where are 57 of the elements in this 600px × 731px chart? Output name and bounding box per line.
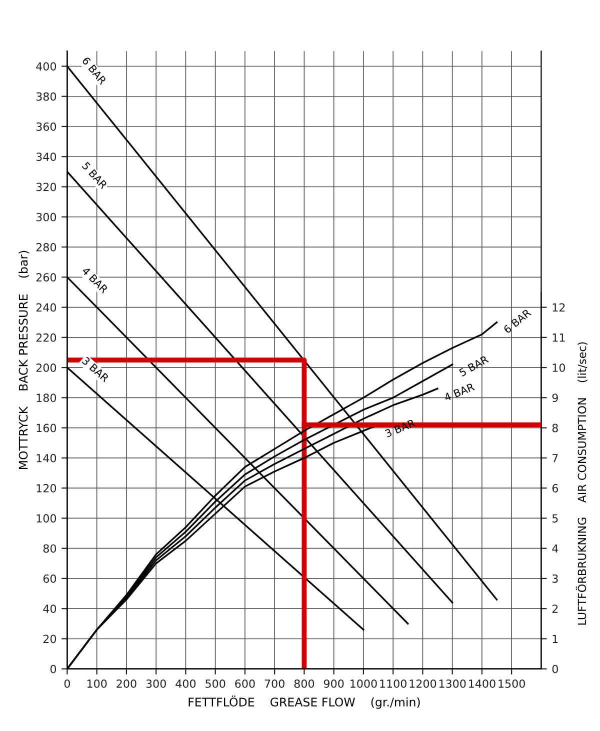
x-tick-label: 200	[116, 679, 136, 688]
x-tick-label: 1100	[380, 679, 406, 688]
y2-tick-label: 1	[552, 634, 558, 643]
x-tick-label: 1500	[498, 679, 525, 688]
y-tick-label: 300	[36, 212, 56, 222]
x-tick-label: 300	[146, 679, 166, 688]
y2-tick-label: 2	[552, 604, 558, 613]
y-tick-label: 260	[36, 273, 56, 282]
x-tick-label: 1000	[350, 679, 377, 688]
x-tick-label: 500	[206, 679, 226, 688]
y-tick-label: 380	[36, 92, 56, 101]
y2-tick-label: 3	[552, 574, 558, 583]
y-tick-label: 20	[43, 634, 56, 644]
y-tick-label: 80	[43, 544, 56, 553]
y2-tick-label: 5	[552, 514, 558, 523]
y-tick-label: 280	[36, 243, 56, 252]
x-tick-label: 400	[176, 679, 196, 688]
y-tick-label: 400	[36, 62, 56, 71]
x-tick-label: 700	[264, 679, 284, 688]
y-tick-label: 140	[36, 454, 56, 462]
y2-tick-label: 6	[552, 484, 558, 492]
y-tick-label: 0	[50, 664, 56, 674]
y-tick-label: 180	[36, 394, 56, 402]
x-tick-label: 900	[324, 679, 344, 688]
y2-tick-label: 4	[552, 544, 558, 553]
y-tick-label: 100	[36, 514, 56, 523]
y2-tick-label: 12	[552, 303, 565, 312]
x-axis-title: FETTFLÖDE GREASE FLOW (gr./min)	[188, 696, 420, 709]
x-tick-label: 100	[87, 679, 107, 688]
y-tick-label: 40	[43, 604, 56, 613]
y-tick-label: 220	[36, 333, 56, 342]
y-axis-title: MOTTRYCK BACK PRESSURE (bar)	[18, 250, 30, 469]
y-tick-label: 360	[36, 122, 56, 131]
x-tick-label: 600	[235, 679, 255, 688]
y2-tick-label: 9	[552, 394, 558, 402]
text: 3 BAR	[384, 418, 416, 438]
y-tick-label: 240	[36, 303, 56, 312]
y2-tick-label: 8	[552, 424, 558, 432]
y-tick-label: 200	[36, 364, 56, 372]
text: 4 BAR	[444, 382, 475, 402]
y-tick-label: 60	[43, 574, 56, 583]
y-tick-label: 320	[36, 182, 56, 192]
y2-tick-label: 0	[552, 664, 558, 674]
y2-tick-label: 7	[552, 454, 558, 462]
y2-axis-title: LUFTFÖRBRUKNING AIR CONSUMPTION (lit/sec)	[576, 342, 588, 625]
y-tick-label: 160	[36, 424, 56, 432]
y-tick-label: 340	[36, 152, 56, 162]
y2-tick-label: 10	[552, 364, 566, 372]
y2-tick-label: 11	[552, 334, 565, 342]
text: 6 BAR	[503, 308, 532, 334]
text: 5 BAR	[458, 355, 489, 377]
x-tick-label: 0	[64, 679, 70, 688]
y-tick-label: 120	[36, 484, 56, 492]
x-tick-label: 800	[294, 679, 314, 688]
x-tick-label: 1400	[469, 679, 496, 688]
x-tick-label: 1200	[410, 679, 436, 688]
x-tick-label: 1300	[439, 679, 466, 688]
